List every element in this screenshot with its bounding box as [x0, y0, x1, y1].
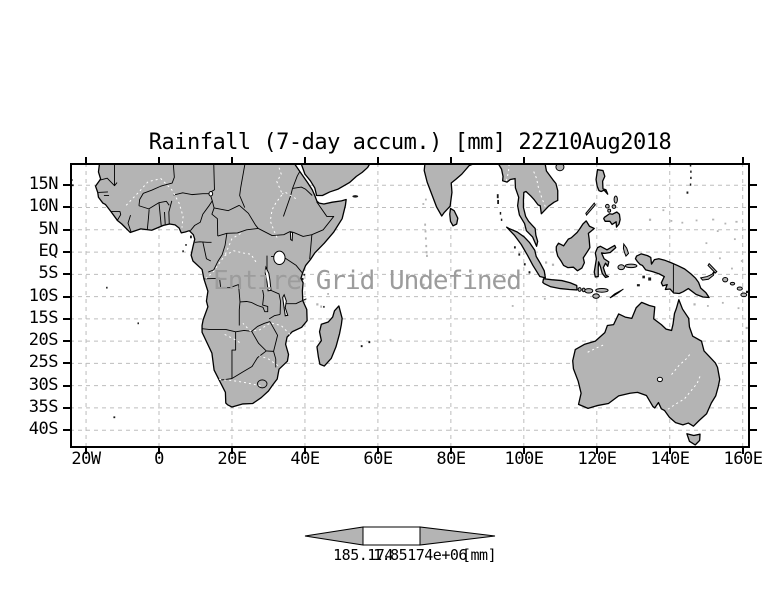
y-axis-tick-right [750, 296, 757, 298]
y-axis-tick-right [750, 362, 757, 364]
y-axis-label: 5S [38, 263, 59, 283]
y-axis-tick-right [750, 184, 757, 186]
y-axis-tick-right [750, 318, 757, 320]
x-axis-tick [596, 448, 598, 454]
x-axis-tick [158, 448, 160, 454]
x-axis-tick-top [231, 157, 233, 163]
x-axis-tick-top [523, 157, 525, 163]
world-map-svg [70, 163, 750, 448]
country-borders [98, 163, 333, 388]
y-axis-tick-right [750, 273, 757, 275]
y-axis-tick [63, 407, 70, 409]
x-axis-label: 160E [723, 449, 763, 469]
colorbar-body [362, 526, 421, 546]
y-axis-tick [63, 184, 70, 186]
y-axis-tick [63, 429, 70, 431]
x-axis-tick [742, 448, 744, 454]
x-axis-tick-top [304, 157, 306, 163]
x-axis-tick-top [596, 157, 598, 163]
y-axis-label: 15S [28, 308, 59, 328]
continents [96, 163, 747, 445]
y-axis-label: 30S [28, 375, 59, 395]
colorbar-unit-label: [mm] [462, 546, 497, 564]
y-axis-label: 25S [28, 352, 59, 372]
y-axis-tick [63, 318, 70, 320]
x-axis-label: 100E [504, 449, 544, 469]
x-axis-label: 60E [363, 449, 393, 469]
x-axis-tick-top [669, 157, 671, 163]
x-axis-tick [523, 448, 525, 454]
x-axis-tick [304, 448, 306, 454]
y-axis-label: 35S [28, 397, 59, 417]
x-axis-label: 20E [217, 449, 247, 469]
y-axis-tick-right [750, 429, 757, 431]
x-axis-label: 120E [577, 449, 617, 469]
x-axis-tick [85, 448, 87, 454]
y-axis-tick [63, 362, 70, 364]
y-axis-label: 15N [28, 174, 59, 194]
lakes [209, 192, 662, 382]
y-axis-tick-right [750, 407, 757, 409]
y-axis-label: 5N [38, 219, 59, 239]
x-axis-label: 140E [650, 449, 690, 469]
colorbar-right-triangle [419, 526, 496, 546]
colorbar-right-value: 1.85174e+06 [373, 546, 467, 564]
plot-title: Rainfall (7-day accum.) [mm] 22Z10Aug201… [148, 130, 672, 155]
x-axis-tick-top [450, 157, 452, 163]
x-axis-tick-top [158, 157, 160, 163]
x-axis-label: 80E [436, 449, 466, 469]
x-axis-label: 20W [71, 449, 101, 469]
rivers [126, 163, 701, 409]
x-axis-tick [377, 448, 379, 454]
y-axis-tick-right [750, 251, 757, 253]
y-axis-tick [63, 251, 70, 253]
colorbar [304, 526, 496, 546]
y-axis-label: 10N [28, 196, 59, 216]
y-axis-tick-right [750, 206, 757, 208]
y-axis-tick-right [750, 385, 757, 387]
y-axis-tick [63, 229, 70, 231]
x-axis-tick-top [742, 157, 744, 163]
y-axis-tick [63, 206, 70, 208]
map-overlay-text: Entire Grid Undefined [213, 266, 522, 296]
y-axis-label: EQ [38, 241, 59, 261]
x-axis-label: 0 [154, 449, 164, 469]
small-islands [70, 164, 749, 419]
y-axis-tick-right [750, 340, 757, 342]
colorbar-left-value: 185.174 [333, 546, 393, 564]
x-axis-tick [669, 448, 671, 454]
y-axis-tick [63, 340, 70, 342]
colorbar-left-triangle [304, 526, 364, 546]
x-axis-label: 40E [290, 449, 320, 469]
x-axis-tick [450, 448, 452, 454]
y-axis-label: 10S [28, 286, 59, 306]
x-axis-tick [231, 448, 233, 454]
y-axis-tick-right [750, 229, 757, 231]
x-axis-tick-top [85, 157, 87, 163]
y-axis-tick [63, 385, 70, 387]
y-axis-label: 40S [28, 419, 59, 439]
y-axis-tick [63, 273, 70, 275]
y-axis-label: 20S [28, 330, 59, 350]
y-axis-tick [63, 296, 70, 298]
x-axis-tick-top [377, 157, 379, 163]
